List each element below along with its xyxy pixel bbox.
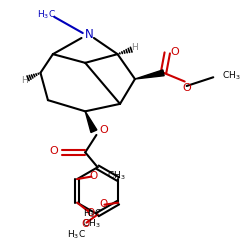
Polygon shape [85, 111, 97, 132]
Text: O: O [171, 47, 179, 57]
Text: $\mathsf{CH_3}$: $\mathsf{CH_3}$ [82, 218, 100, 230]
Text: H: H [132, 44, 138, 52]
Polygon shape [135, 70, 164, 79]
Text: $\mathsf{CH_3}$: $\mathsf{CH_3}$ [107, 170, 126, 182]
Text: $\mathsf{H_3C}$: $\mathsf{H_3C}$ [82, 208, 102, 220]
Text: O: O [99, 199, 107, 209]
Text: O: O [182, 83, 191, 93]
Text: $\mathsf{H_3C}$: $\mathsf{H_3C}$ [67, 229, 86, 241]
Text: O: O [87, 208, 95, 218]
Text: O: O [81, 220, 89, 230]
Text: O: O [90, 171, 98, 181]
Text: N: N [84, 28, 93, 41]
Text: O: O [49, 146, 58, 156]
Text: $\mathsf{CH_3}$: $\mathsf{CH_3}$ [222, 70, 240, 82]
Text: $\mathsf{H_3C}$: $\mathsf{H_3C}$ [37, 8, 56, 20]
Text: O: O [99, 125, 108, 135]
Text: H: H [21, 76, 28, 85]
